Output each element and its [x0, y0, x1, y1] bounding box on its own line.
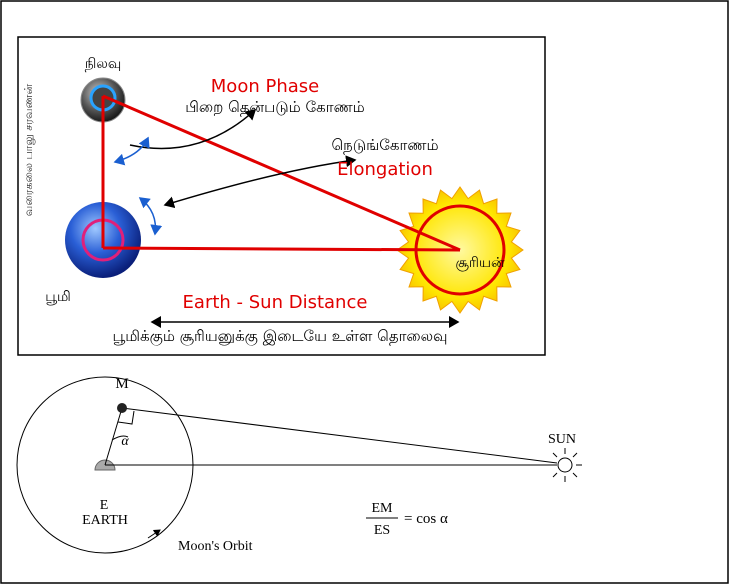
- earth-label: பூமி: [45, 289, 71, 305]
- sun: [548, 448, 582, 482]
- bottom-diagram: M SUN α E EARTH EM ES = cos α Moon's Orb…: [16, 376, 582, 554]
- angle-arrows: [113, 136, 163, 236]
- elongation-tamil: நெடுங்கோணம்: [331, 136, 438, 154]
- elongation: Elongation: [337, 159, 433, 180]
- moon-label: M: [115, 376, 128, 392]
- moon: [117, 403, 127, 413]
- moon-phase: Moon Phase: [211, 76, 319, 97]
- distance: Earth - Sun Distance: [183, 292, 368, 313]
- formula-numerator: EM: [372, 501, 394, 516]
- sun-label: SUN: [548, 432, 576, 447]
- sun-label: சூரியன்: [455, 255, 504, 271]
- lines: [104, 407, 558, 539]
- angle-label: α: [121, 434, 129, 449]
- distance-tamil: பூமிக்கும் சூரியனுக்கு இடையே உள்ள தொலைவு: [113, 327, 448, 346]
- formula-denominator: ES: [374, 523, 390, 538]
- earth-point: E: [100, 498, 109, 513]
- orbit-label: Moon's Orbit: [178, 539, 253, 554]
- credit: வரைகலை பாலு சரவணன்: [22, 83, 35, 216]
- moon-label: நிலவு: [85, 56, 122, 72]
- moon-phase-tamil: பிறை தென்படும் கோணம்: [185, 98, 364, 116]
- earth-label: EARTH: [82, 513, 128, 528]
- formula-rhs: = cos α: [404, 511, 448, 527]
